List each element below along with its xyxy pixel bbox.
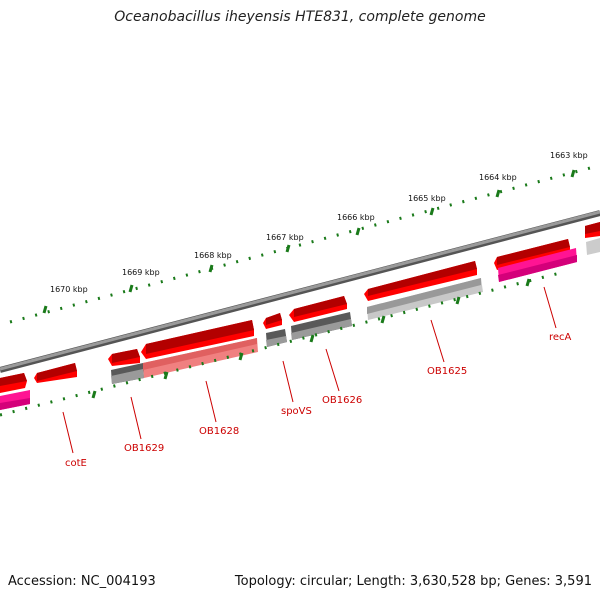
leader-line xyxy=(282,360,294,403)
gene-label: OB1629 xyxy=(124,443,164,454)
scale-label: 1665 kbp xyxy=(408,194,446,203)
outer-major-tick xyxy=(570,169,576,178)
outer-major-tick xyxy=(128,284,134,293)
gene-label: cotE xyxy=(65,458,87,469)
gene-label: OB1626 xyxy=(322,395,362,406)
inner-major-tick xyxy=(525,278,531,287)
inner-major-tick xyxy=(455,296,461,305)
gene-labels: recA OB1625 OB1626 spoVS OB1628 OB1629 c… xyxy=(65,332,572,469)
gene-block-shade xyxy=(111,369,144,384)
label-leaders xyxy=(62,286,557,454)
outer-major-tick xyxy=(208,264,214,273)
outer-scale-dots xyxy=(9,166,591,324)
inner-major-tick xyxy=(380,315,386,324)
gene-arrow-shade xyxy=(0,373,27,386)
gene-arrow-shade xyxy=(146,320,254,354)
scale-label: 1666 kbp xyxy=(337,213,375,222)
backbone-highlight xyxy=(0,210,600,371)
leader-line xyxy=(130,396,142,440)
outer-major-tick xyxy=(285,244,291,253)
gene-label: recA xyxy=(549,332,572,343)
reverse-strand-genes xyxy=(0,238,600,410)
gene-label: OB1628 xyxy=(199,426,239,437)
gene-arrow-shade xyxy=(37,363,77,381)
inner-major-tick xyxy=(163,371,169,380)
gene-block-shade xyxy=(367,278,481,314)
inner-major-tick xyxy=(309,334,315,343)
leader-line xyxy=(543,286,557,329)
outer-scale-ticks xyxy=(9,166,591,324)
leader-line xyxy=(62,411,74,454)
gene-arrow-shade xyxy=(368,261,477,296)
leader-line xyxy=(325,348,340,392)
inner-major-tick xyxy=(238,352,244,361)
outer-major-tick xyxy=(42,305,48,314)
gene-block-shade xyxy=(291,319,352,340)
gene-arrow-shade xyxy=(266,313,282,325)
gene-arrow-shade xyxy=(497,239,570,265)
map-title: Oceanobacillus iheyensis HTE831, complet… xyxy=(114,9,486,25)
scale-label: 1664 kbp xyxy=(479,173,517,182)
scale-label: 1668 kbp xyxy=(194,251,232,260)
inner-major-tick xyxy=(91,390,97,399)
outer-major-tick xyxy=(495,189,501,198)
gene-block xyxy=(586,238,600,255)
inner-scale-ticks xyxy=(0,271,561,417)
gene-label: spoVS xyxy=(281,406,312,417)
scale-labels: 1663 kbp 1664 kbp 1665 kbp 1666 kbp 1667… xyxy=(50,151,588,294)
leader-line xyxy=(430,319,445,363)
accession-text: Accession: NC_004193 xyxy=(8,574,156,589)
inner-scale-dots xyxy=(0,271,561,417)
genome-backbone xyxy=(0,210,600,373)
forward-strand-genes xyxy=(0,222,600,393)
gene-arrow-shade xyxy=(112,349,140,363)
scale-label: 1670 kbp xyxy=(50,285,88,294)
scale-label: 1663 kbp xyxy=(550,151,588,160)
gene-block-shade xyxy=(0,398,30,410)
gene-arrow-shade xyxy=(294,296,347,317)
gene-block-shade xyxy=(266,336,287,347)
gene-block-shade xyxy=(143,338,257,370)
scale-label: 1669 kbp xyxy=(122,268,160,277)
genome-summary-text: Topology: circular; Length: 3,630,528 bp… xyxy=(234,574,592,589)
gene-arrow-shade xyxy=(585,222,600,234)
leader-line xyxy=(205,380,217,423)
gene-block-shade xyxy=(498,255,577,282)
scale-label: 1667 kbp xyxy=(266,233,304,242)
outer-major-tick xyxy=(355,227,361,236)
gene-label: OB1625 xyxy=(427,366,467,377)
outer-major-tick xyxy=(429,207,435,216)
